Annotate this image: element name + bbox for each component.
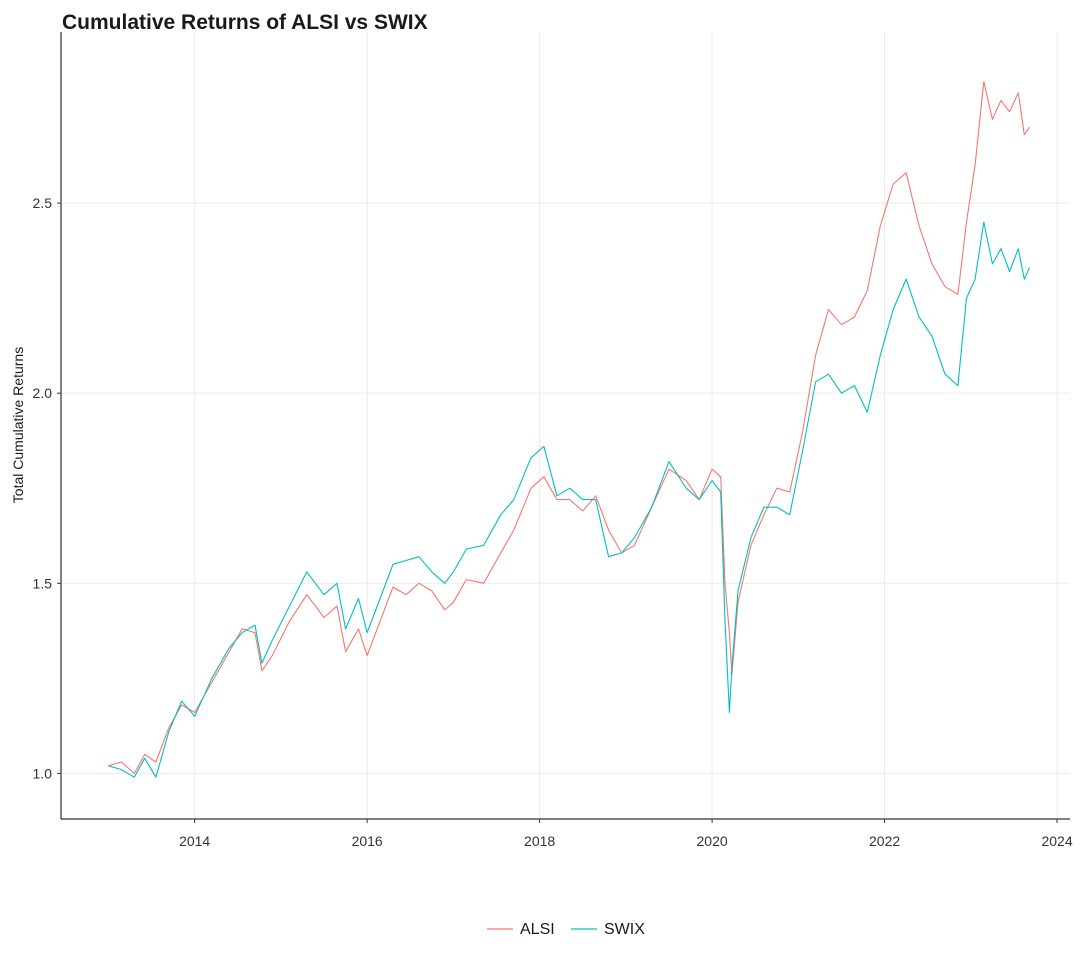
chart-title: Cumulative Returns of ALSI vs SWIX — [62, 11, 428, 34]
x-tick-label: 2022 — [869, 833, 900, 849]
legend-label-alsi: ALSI — [520, 921, 555, 938]
series-line-alsi — [108, 80, 1030, 774]
y-tick-label: 1.0 — [33, 765, 53, 781]
y-axis-ticks: 1.0 1.5 2.0 2.5 — [33, 195, 61, 781]
x-tick-label: 2020 — [697, 833, 728, 849]
legend: ALSI SWIX — [487, 921, 645, 938]
x-tick-label: 2024 — [1041, 833, 1072, 849]
series-line-swix — [108, 221, 1031, 778]
x-axis-ticks: 2014 2016 2018 2020 2022 2024 — [179, 819, 1073, 849]
x-tick-label: 2018 — [524, 833, 555, 849]
y-axis-title: Total Cumulative Returns — [10, 347, 26, 503]
y-tick-label: 1.5 — [33, 575, 53, 591]
series-lines — [108, 80, 1031, 778]
x-tick-label: 2014 — [179, 833, 210, 849]
x-tick-label: 2016 — [352, 833, 383, 849]
y-tick-label: 2.5 — [33, 195, 53, 211]
grid — [61, 32, 1070, 819]
y-tick-label: 2.0 — [33, 385, 53, 401]
legend-label-swix: SWIX — [604, 921, 645, 938]
